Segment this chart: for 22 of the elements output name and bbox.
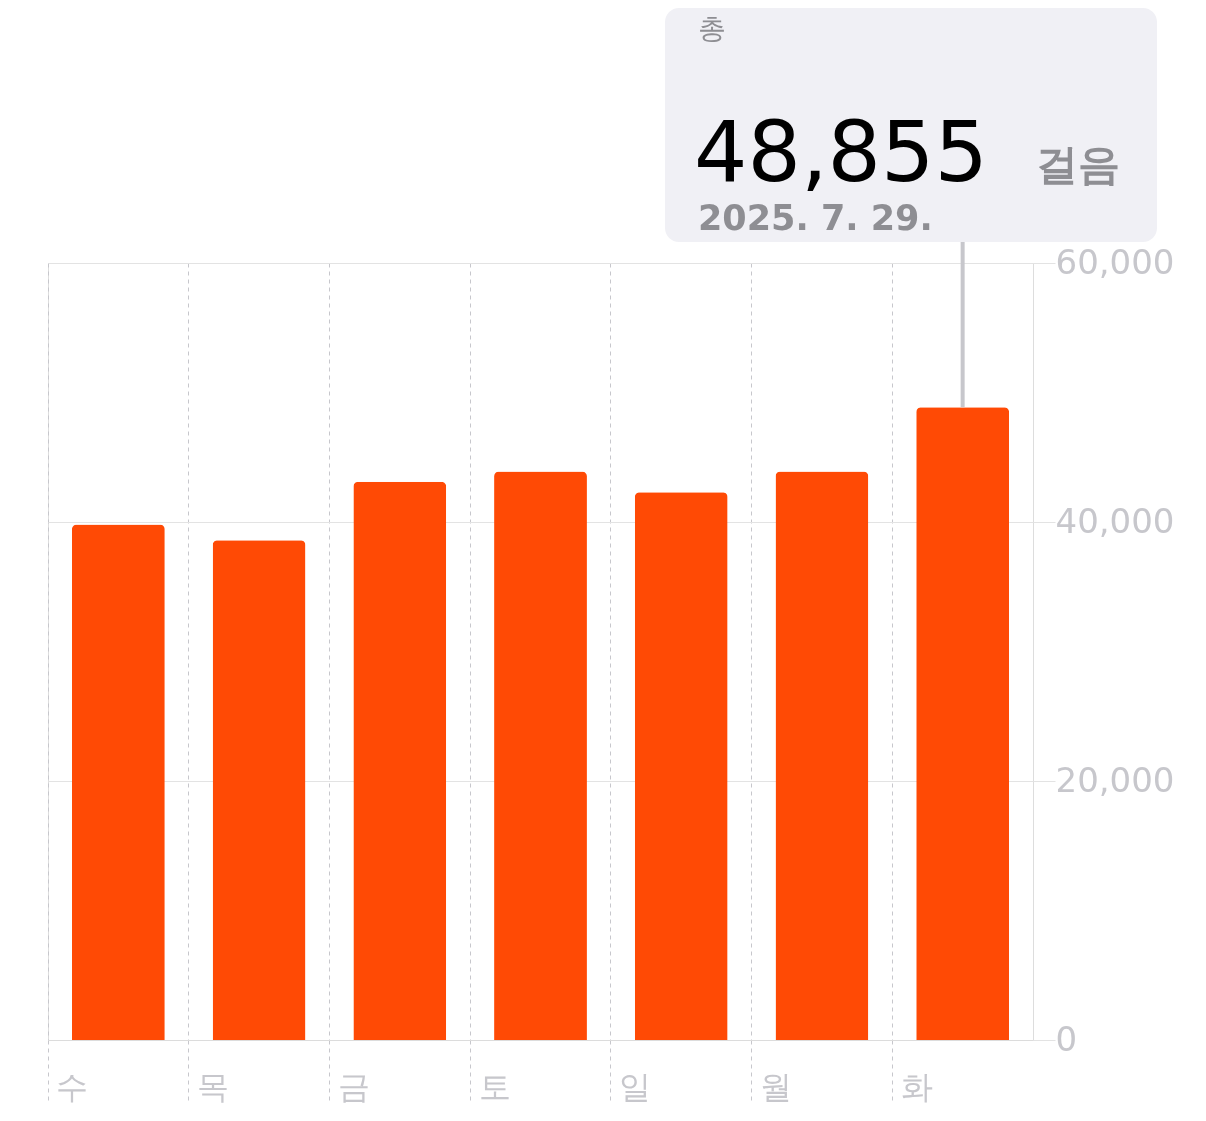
text: 걸음 [1036,140,1120,189]
x-tick-label: 화 [900,1067,933,1106]
bar [494,471,587,1040]
x-tick-label: 금 [337,1067,370,1106]
x-tick-label: 수 [56,1067,89,1106]
y-tick-label: 40,000 [1055,500,1175,541]
text: 총 [698,12,726,45]
annotation: 48,855 [694,103,988,201]
y-tick-label: 60,000 [1055,241,1175,282]
x-tick-label: 일 [619,1067,652,1106]
y-tick-label: 20,000 [1055,759,1175,800]
bar [916,407,1010,1040]
x-tick-label: 목 [197,1067,230,1106]
x-tick-label: 월 [759,1067,792,1106]
x-tick-label: 토 [478,1067,511,1106]
bar [212,540,306,1040]
bar [634,492,728,1040]
bar [353,481,447,1040]
bar [71,524,165,1040]
text: 2025. 7. 29. [698,198,933,238]
y-tick-label: 0 [1055,1018,1078,1059]
bar [775,471,869,1040]
